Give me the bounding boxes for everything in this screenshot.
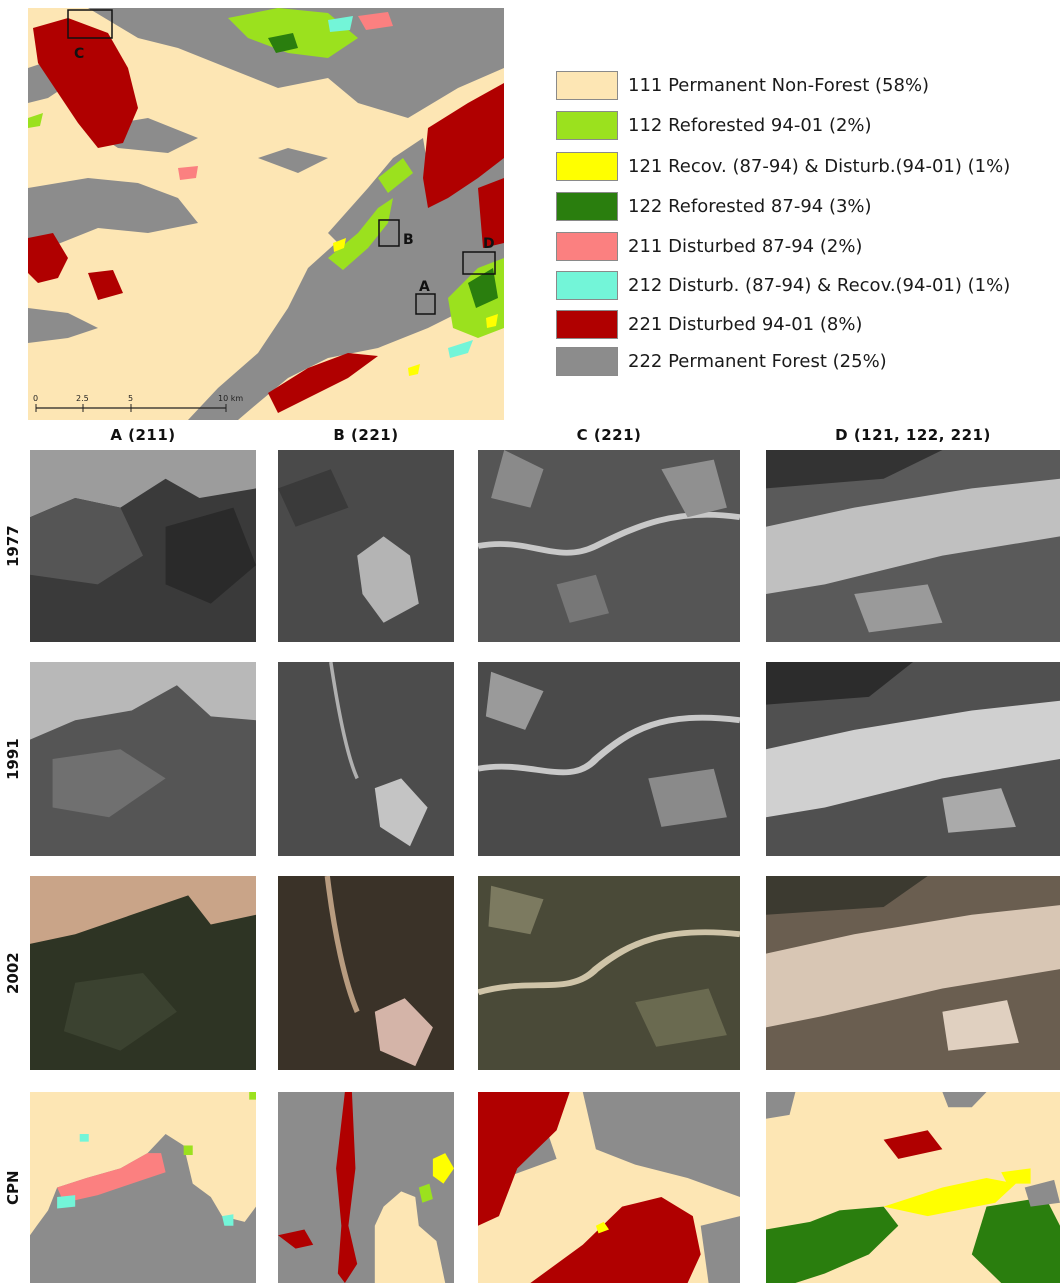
aerial-photo-a-1977 [30,450,256,642]
aerial-photo-a-2002 [30,876,256,1070]
legend-swatch-122 [556,192,618,221]
column-title-d: D (121, 122, 221) [835,426,991,444]
scale-tick-2-5: 2.5 [76,394,89,403]
row-label-1991: 1991 [4,738,22,780]
legend-label-121: 121 Recov. (87-94) & Disturb.(94-01) (1%… [628,156,1011,177]
legend-label-222: 222 Permanent Forest (25%) [628,351,887,372]
overview-map: C B D A 0 2.5 5 10 km [28,8,504,420]
site-label-b: B [403,232,414,248]
site-box-a [415,293,436,315]
legend-swatch-112 [556,111,618,140]
column-title-a: A (211) [110,426,176,444]
aerial-photo-c-1977 [478,450,740,642]
aerial-photo-a-1991 [30,662,256,856]
legend-label-212: 212 Disturb. (87-94) & Recov.(94-01) (1%… [628,275,1011,296]
legend-swatch-121 [556,152,618,181]
reforested-87-94-patches [268,33,498,308]
site-box-d [462,251,496,275]
cpn-map-d [766,1092,1060,1283]
disturbed-87-94-patches [178,12,393,180]
site-box-b [378,219,400,247]
site-box-c [67,9,113,39]
row-label-1977: 1977 [4,525,22,567]
cpn-map-b [278,1092,454,1283]
column-title-b: B (221) [333,426,399,444]
legend-label-221: 221 Disturbed 94-01 (8%) [628,314,863,335]
row-label-cpn: CPN [4,1170,22,1205]
legend-label-211: 211 Disturbed 87-94 (2%) [628,236,863,257]
scale-tick-10: 10 km [218,394,243,403]
row-label-2002: 2002 [4,952,22,994]
aerial-photo-b-2002 [278,876,454,1070]
aerial-photo-d-1991 [766,662,1060,856]
cpn-map-a [30,1092,256,1283]
legend-swatch-212 [556,271,618,300]
aerial-photo-c-1991 [478,662,740,856]
legend-swatch-211 [556,232,618,261]
recov-disturb-patches [333,238,498,376]
column-title-c: C (221) [576,426,642,444]
legend-swatch-111 [556,71,618,100]
scale-tick-5: 5 [128,394,133,403]
aerial-photo-b-1977 [278,450,454,642]
legend-swatch-222 [556,347,618,376]
site-label-d: D [483,236,495,252]
legend-swatch-221 [556,310,618,339]
disturb-recov-patches [328,16,473,358]
aerial-photo-b-1991 [278,662,454,856]
overview-map-graphic: C B D A 0 2.5 5 10 km [28,8,504,420]
legend-label-122: 122 Reforested 87-94 (3%) [628,196,872,217]
cpn-map-c [478,1092,740,1283]
disturbed-94-01-patches [28,18,504,413]
aerial-photo-d-2002 [766,876,1060,1070]
aerial-photo-d-1977 [766,450,1060,642]
scale-tick-0: 0 [33,394,38,403]
site-label-a: A [419,279,430,295]
site-label-c: C [74,46,84,62]
legend-label-112: 112 Reforested 94-01 (2%) [628,115,872,136]
legend-label-111: 111 Permanent Non-Forest (58%) [628,75,930,96]
scale-bar: 0 2.5 5 10 km [33,394,243,412]
aerial-photo-c-2002 [478,876,740,1070]
